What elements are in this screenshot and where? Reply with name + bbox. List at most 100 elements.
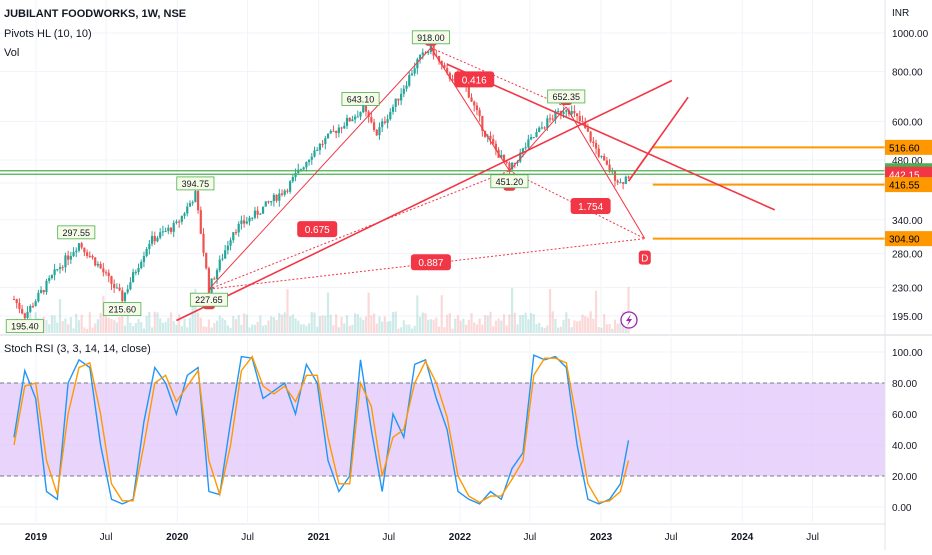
candle-body	[199, 210, 202, 234]
candle-body	[113, 283, 116, 289]
volume-bar	[318, 316, 322, 333]
stoch-rsi-title[interactable]: Stoch RSI (3, 3, 14, 14, close)	[4, 343, 151, 355]
volume-bar	[381, 321, 384, 333]
volume-bar	[270, 316, 273, 333]
candle-body	[88, 255, 91, 257]
volume-bar	[310, 311, 313, 333]
candle-body	[548, 118, 552, 120]
pivot-label: 394.75	[182, 179, 210, 189]
volume-bar	[427, 319, 430, 333]
candle-body	[597, 148, 600, 157]
price-tick-label: 480.00	[892, 156, 923, 167]
volume-bar	[389, 320, 392, 333]
pivot-label: 643.10	[347, 94, 375, 104]
volume-bar	[199, 317, 202, 333]
candle-body	[473, 101, 476, 106]
chart-title: JUBILANT FOODWORKS, 1W, NSE	[4, 8, 186, 20]
candle-body	[237, 223, 240, 233]
volume-bar	[356, 314, 359, 333]
candle-body	[26, 311, 29, 318]
volume-bar	[291, 314, 294, 333]
volume-bar	[61, 321, 64, 333]
candle-body	[283, 190, 286, 195]
pattern-leg-xa	[208, 47, 432, 290]
volume-bar	[451, 328, 454, 333]
pivot-box	[490, 174, 529, 189]
candle-body	[519, 152, 522, 162]
candle-body	[321, 143, 324, 145]
volume-bar	[161, 322, 164, 333]
candle-body	[80, 243, 83, 248]
volume-bar	[481, 324, 484, 333]
volume-bar	[99, 312, 102, 333]
volume-bar	[424, 313, 427, 333]
volume-bar	[443, 327, 446, 333]
volume-bar	[559, 326, 562, 333]
volume-bar	[96, 319, 100, 333]
pivot-label: 215.60	[109, 305, 137, 315]
price-levels	[0, 146, 885, 240]
candle-body	[110, 276, 113, 284]
candle-body	[224, 250, 227, 259]
candle-body	[23, 313, 26, 318]
candle-body	[188, 203, 192, 207]
candle-body	[483, 130, 487, 137]
volume-bar	[535, 324, 538, 333]
volume-bar	[224, 320, 227, 333]
lightning-icon[interactable]	[620, 311, 638, 329]
candle-body	[532, 137, 535, 139]
candle-body	[172, 222, 175, 232]
candle-body	[367, 111, 370, 118]
candle-body	[578, 116, 581, 122]
volume-bar	[502, 314, 506, 333]
volume-indicator-label[interactable]: Vol	[4, 47, 19, 59]
candle-body	[240, 220, 243, 224]
volume-bar	[519, 315, 522, 333]
candle-body	[475, 105, 479, 111]
volume-bar	[578, 320, 581, 333]
volume-bar	[348, 325, 351, 333]
pivot-box	[341, 92, 380, 106]
volume-bar	[321, 315, 324, 333]
pivot-label: 918.00	[417, 33, 445, 43]
candle-body	[194, 191, 197, 203]
candle-body	[389, 111, 392, 120]
candle-body	[48, 278, 51, 281]
volume-bar	[329, 314, 332, 333]
pivot-labels: 195.40 297.55 215.60 394.75 227.65 643.10 918.…	[5, 30, 586, 334]
volume-bar	[167, 318, 170, 333]
volume-bar	[584, 316, 587, 333]
pattern-leg-ac	[430, 47, 567, 108]
candle-body	[18, 303, 21, 309]
price-tag-label: 442.15	[889, 170, 920, 181]
pivots-indicator-label[interactable]: Pivots HL (10, 10)	[4, 28, 92, 40]
pivot-label: 297.55	[62, 228, 90, 238]
volume-bar	[500, 320, 503, 333]
candle-body	[451, 79, 454, 81]
pattern-point-badge	[638, 250, 651, 265]
volume-bar	[278, 312, 281, 333]
candle-body	[202, 233, 205, 253]
candle-body	[102, 268, 105, 273]
volume-bar	[335, 314, 338, 333]
candle-body	[243, 220, 246, 224]
volume-bar	[570, 327, 573, 333]
volume-bar	[546, 325, 549, 333]
volume-bar	[140, 321, 143, 333]
volume-bar	[48, 324, 51, 333]
volume-bar	[172, 321, 175, 333]
volume-bar	[562, 320, 565, 333]
stoch-band	[0, 382, 885, 477]
price-tick-label: 1000.00	[892, 29, 929, 40]
candle-body	[478, 110, 481, 116]
candle-body	[56, 269, 59, 271]
candle-body	[161, 231, 164, 233]
volume-bar	[267, 320, 270, 333]
candle-body	[494, 143, 497, 150]
candle-body	[253, 210, 257, 218]
volume-bar	[148, 311, 151, 333]
candle-body	[603, 156, 606, 161]
